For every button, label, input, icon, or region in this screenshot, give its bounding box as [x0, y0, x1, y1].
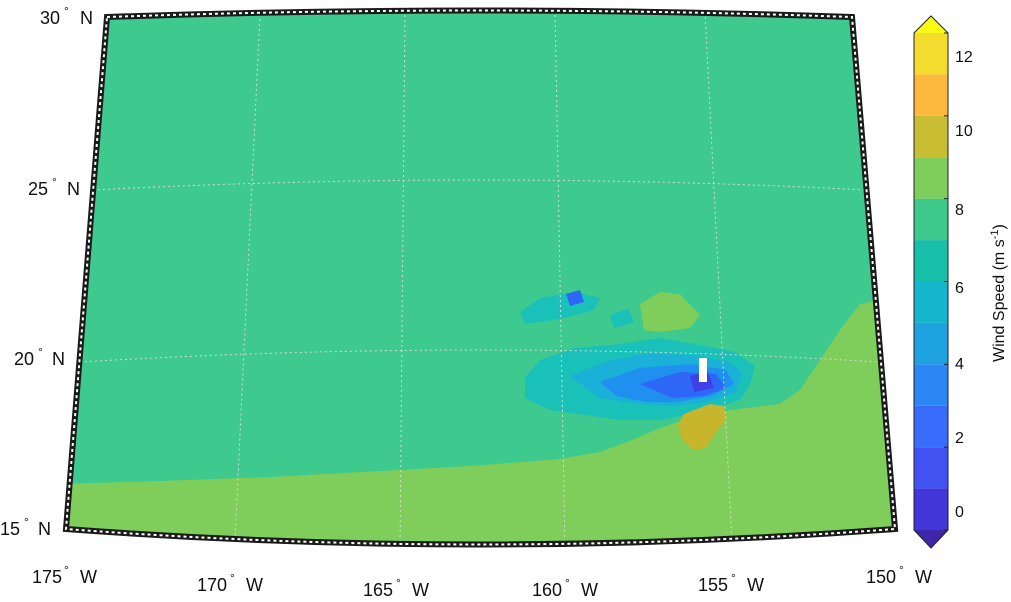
missing-data-strip: [699, 358, 707, 382]
lon-label-155: 155 ° W: [698, 571, 764, 595]
colorbar-band: [914, 74, 948, 116]
colorbar-tick-label: 6: [955, 280, 964, 297]
colorbar-band: [914, 198, 948, 241]
colorbar-tick-label: 2: [955, 430, 964, 447]
svg-text:150: 150: [866, 567, 896, 587]
svg-text:°: °: [731, 571, 736, 585]
svg-text:W: W: [581, 580, 598, 600]
svg-text:°: °: [230, 571, 235, 585]
lon-label-175: 175 ° W: [32, 563, 97, 587]
svg-text:N: N: [67, 179, 80, 199]
colorbar-band: [914, 488, 948, 530]
colorbar-tick-label: 0: [955, 504, 964, 521]
colorbar-title: Wind Speed (m s-1): [989, 224, 1008, 362]
svg-text:°: °: [396, 576, 401, 590]
svg-text:W: W: [915, 567, 932, 587]
svg-text:25: 25: [28, 179, 48, 199]
colorbar-band: [914, 530, 948, 548]
svg-text:175: 175: [32, 567, 62, 587]
colorbar-band: [914, 16, 948, 33]
wind-field-cyan-small: [610, 309, 634, 328]
lon-label-170: 170 ° W: [197, 571, 263, 595]
colorbar-band: [914, 157, 948, 199]
wind-field-high-south: [66, 300, 895, 545]
colorbar-band: [914, 115, 948, 158]
wind-field-yellow-patch: [678, 404, 726, 450]
lat-label-25: 25 ° N: [28, 175, 80, 199]
svg-text:°: °: [565, 576, 570, 590]
lat-label-20: 20 ° N: [14, 345, 65, 369]
colorbar-tick-label: 4: [955, 356, 964, 373]
svg-text:155: 155: [698, 575, 728, 595]
colorbar-ticks: [944, 32, 948, 531]
svg-text:15: 15: [0, 519, 20, 539]
svg-text:°: °: [52, 175, 57, 189]
colorbar-band: [914, 447, 948, 489]
colorbar-band: [914, 405, 948, 448]
graticule: [79, 9, 881, 549]
svg-text:N: N: [52, 349, 65, 369]
colorbar-band: [914, 281, 948, 323]
svg-text:W: W: [246, 575, 263, 595]
wind-field-green-island: [640, 292, 700, 332]
longitude-labels: 175 ° W 170 ° W 165 ° W 160 ° W 155 ° W …: [32, 563, 932, 600]
svg-text:°: °: [899, 563, 904, 577]
graticule-line: [704, 11, 733, 543]
svg-text:°: °: [24, 515, 29, 529]
lat-label-15: 15 ° N: [0, 515, 51, 539]
graticule-line: [79, 349, 881, 363]
svg-text:N: N: [80, 8, 93, 28]
svg-text:170: 170: [197, 575, 227, 595]
colorbar-band: [914, 33, 948, 75]
colorbar-tick-label: 10: [955, 123, 973, 140]
svg-text:165: 165: [363, 580, 393, 600]
lon-label-165: 165 ° W: [363, 576, 429, 600]
latitude-labels: 30 ° N 25 ° N 20 ° N 15 ° N: [0, 4, 93, 539]
map-frame-inner: [64, 9, 897, 546]
svg-text:N: N: [38, 519, 51, 539]
colorbar-bands: [914, 16, 948, 548]
svg-text:°: °: [38, 345, 43, 359]
colorbar-band: [914, 322, 948, 365]
colorbar-band: [914, 364, 948, 406]
svg-text:°: °: [64, 4, 69, 18]
svg-text:160: 160: [532, 580, 562, 600]
svg-text:20: 20: [14, 349, 34, 369]
colorbar-tick-label: 8: [955, 202, 964, 219]
lon-label-160: 160 ° W: [532, 576, 598, 600]
svg-text:30: 30: [40, 8, 60, 28]
colorbar-band: [914, 240, 948, 282]
lon-label-150: 150 ° W: [866, 563, 932, 587]
svg-text:W: W: [80, 567, 97, 587]
svg-text:°: °: [64, 563, 69, 577]
svg-text:W: W: [747, 575, 764, 595]
colorbar-tick-labels: 0 2 4 6 8 10 12: [955, 49, 973, 521]
colorbar-tick-label: 12: [955, 49, 973, 66]
lat-label-30: 30 ° N: [40, 4, 93, 28]
colorbar: 0 2 4 6 8 10 12 Wind Speed (m s-1): [913, 15, 1008, 549]
graticule-line: [92, 179, 867, 191]
svg-text:W: W: [412, 580, 429, 600]
wind-field-blue-spot: [566, 290, 584, 306]
